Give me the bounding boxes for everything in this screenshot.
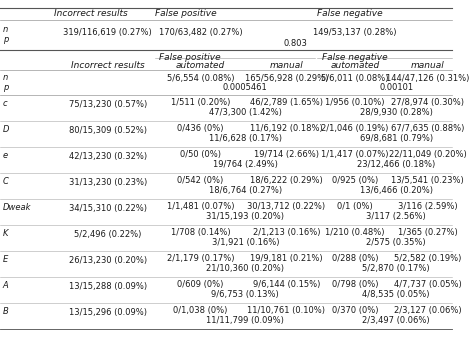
Text: 11/6,628 (0.17%): 11/6,628 (0.17%) [209,133,282,143]
Text: 13/6,466 (0.20%): 13/6,466 (0.20%) [360,185,433,194]
Text: D: D [3,125,9,134]
Text: 1/210 (0.48%): 1/210 (0.48%) [325,228,385,238]
Text: 0/542 (0%): 0/542 (0%) [177,177,224,185]
Text: 1/1,417 (0.07%): 1/1,417 (0.07%) [321,151,389,159]
Text: E: E [3,255,8,265]
Text: 34/15,310 (0.22%): 34/15,310 (0.22%) [69,204,147,213]
Text: 28/9,930 (0.28%): 28/9,930 (0.28%) [360,108,433,117]
Text: 2/1,046 (0.19%): 2/1,046 (0.19%) [321,124,389,133]
Text: False positive: False positive [155,9,216,19]
Text: 46/2,789 (1.65%): 46/2,789 (1.65%) [250,98,323,108]
Text: 0/288 (0%): 0/288 (0%) [332,254,378,264]
Text: 0/798 (0%): 0/798 (0%) [332,280,378,289]
Text: 2/1,179 (0.17%): 2/1,179 (0.17%) [167,254,234,264]
Text: 165/56,928 (0.29%): 165/56,928 (0.29%) [245,73,328,83]
Text: 0/370 (0%): 0/370 (0%) [332,306,378,315]
Text: 26/13,230 (0.20%): 26/13,230 (0.20%) [69,255,147,265]
Text: 0/609 (0%): 0/609 (0%) [177,280,224,289]
Text: 3/1,921 (0.16%): 3/1,921 (0.16%) [211,238,279,246]
Text: 21/10,360 (0.20%): 21/10,360 (0.20%) [206,264,284,273]
Text: c: c [3,99,8,109]
Text: 19/764 (2.49%): 19/764 (2.49%) [213,159,278,168]
Text: 1/365 (0.27%): 1/365 (0.27%) [398,228,457,238]
Text: e: e [3,152,8,160]
Text: 18/6,222 (0.29%): 18/6,222 (0.29%) [250,177,323,185]
Text: automated: automated [176,61,225,69]
Text: 19/714 (2.66%): 19/714 (2.66%) [254,151,319,159]
Text: False negative: False negative [317,9,383,19]
Text: n: n [3,26,8,34]
Text: automated: automated [330,61,380,69]
Text: 2/1,213 (0.16%): 2/1,213 (0.16%) [253,228,320,238]
Text: 11/10,761 (0.10%): 11/10,761 (0.10%) [247,306,325,315]
Text: Dweak: Dweak [3,204,31,213]
Text: manual: manual [270,61,303,69]
Text: 144/47,126 (0.31%): 144/47,126 (0.31%) [386,73,469,83]
Text: 4/7,737 (0.05%): 4/7,737 (0.05%) [394,280,462,289]
Text: 0.00101: 0.00101 [379,83,413,92]
Text: K: K [3,229,9,239]
Text: 5/2,582 (0.19%): 5/2,582 (0.19%) [394,254,461,264]
Text: 149/53,137 (0.28%): 149/53,137 (0.28%) [313,29,397,37]
Text: 0/1 (0%): 0/1 (0%) [337,203,373,212]
Text: 0/50 (0%): 0/50 (0%) [180,151,221,159]
Text: 1/708 (0.14%): 1/708 (0.14%) [171,228,230,238]
Text: 3/116 (2.59%): 3/116 (2.59%) [398,203,457,212]
Text: False negative: False negative [322,53,387,61]
Text: 5/6,011 (0.08%): 5/6,011 (0.08%) [321,73,389,83]
Text: 13/5,541 (0.23%): 13/5,541 (0.23%) [391,177,464,185]
Text: A: A [3,281,9,290]
Text: 0/436 (0%): 0/436 (0%) [177,124,224,133]
Text: 67/7,635 (0.88%): 67/7,635 (0.88%) [391,124,465,133]
Text: 1/511 (0.20%): 1/511 (0.20%) [171,98,230,108]
Text: 11/11,799 (0.09%): 11/11,799 (0.09%) [206,315,284,325]
Text: 9/6,144 (0.15%): 9/6,144 (0.15%) [253,280,320,289]
Text: 13/15,296 (0.09%): 13/15,296 (0.09%) [69,307,147,316]
Text: 47/3,300 (1.42%): 47/3,300 (1.42%) [209,108,282,117]
Text: 30/13,712 (0.22%): 30/13,712 (0.22%) [247,203,326,212]
Text: 18/6,764 (0.27%): 18/6,764 (0.27%) [209,185,282,194]
Text: 9/6,753 (0.13%): 9/6,753 (0.13%) [211,289,279,299]
Text: 69/8,681 (0.79%): 69/8,681 (0.79%) [360,133,433,143]
Text: n: n [3,73,8,83]
Text: 5/2,870 (0.17%): 5/2,870 (0.17%) [362,264,430,273]
Text: manual: manual [411,61,445,69]
Text: 23/12,466 (0.18%): 23/12,466 (0.18%) [357,159,435,168]
Text: 0.0005461: 0.0005461 [223,83,268,92]
Text: 11/6,192 (0.18%): 11/6,192 (0.18%) [250,124,323,133]
Text: p: p [3,83,8,92]
Text: C: C [3,178,9,186]
Text: 42/13,230 (0.32%): 42/13,230 (0.32%) [69,152,147,160]
Text: 0/1,038 (0%): 0/1,038 (0%) [173,306,228,315]
Text: 2/3,127 (0.06%): 2/3,127 (0.06%) [394,306,462,315]
Text: 75/13,230 (0.57%): 75/13,230 (0.57%) [69,99,147,109]
Text: p: p [3,35,8,44]
Text: 319/116,619 (0.27%): 319/116,619 (0.27%) [64,29,152,37]
Text: Incorrect results: Incorrect results [71,61,145,69]
Text: 1/956 (0.10%): 1/956 (0.10%) [325,98,385,108]
Text: 19/9,181 (0.21%): 19/9,181 (0.21%) [250,254,323,264]
Text: 31/13,230 (0.23%): 31/13,230 (0.23%) [69,178,147,186]
Text: 170/63,482 (0.27%): 170/63,482 (0.27%) [159,29,242,37]
Text: 0/925 (0%): 0/925 (0%) [332,177,378,185]
Text: 1/1,481 (0.07%): 1/1,481 (0.07%) [167,203,234,212]
Text: 3/117 (2.56%): 3/117 (2.56%) [366,212,426,220]
Text: False positive: False positive [159,53,221,61]
Text: Incorrect results: Incorrect results [55,9,128,19]
Text: 31/15,193 (0.20%): 31/15,193 (0.20%) [206,212,284,220]
Text: B: B [3,307,9,316]
Text: 27/8,974 (0.30%): 27/8,974 (0.30%) [391,98,464,108]
Text: 5/6,554 (0.08%): 5/6,554 (0.08%) [167,73,234,83]
Text: 5/2,496 (0.22%): 5/2,496 (0.22%) [74,229,142,239]
Text: 2/3,497 (0.06%): 2/3,497 (0.06%) [362,315,430,325]
Text: 2/575 (0.35%): 2/575 (0.35%) [366,238,426,246]
Text: 4/8,535 (0.05%): 4/8,535 (0.05%) [363,289,430,299]
Text: 13/15,288 (0.09%): 13/15,288 (0.09%) [69,281,147,290]
Text: 0.803: 0.803 [284,38,308,48]
Text: 80/15,309 (0.52%): 80/15,309 (0.52%) [69,125,147,134]
Text: 22/11,049 (0.20%): 22/11,049 (0.20%) [389,151,466,159]
